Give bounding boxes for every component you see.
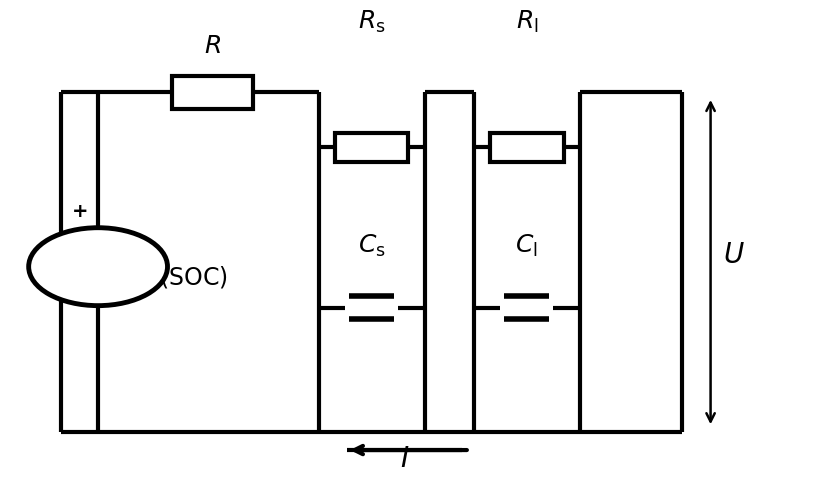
Text: $U_0$(SOC): $U_0$(SOC) [130,265,228,292]
Text: $R_{\mathrm{s}}$: $R_{\mathrm{s}}$ [358,9,385,35]
Bar [335,133,408,162]
Text: $C_{\mathrm{s}}$: $C_{\mathrm{s}}$ [358,233,385,259]
Circle shape [29,228,167,306]
Text: $R$: $R$ [204,34,221,58]
Text: $I$: $I$ [399,445,409,473]
Text: +: + [72,202,88,221]
Bar [172,77,253,108]
Bar [490,133,563,162]
Text: $U$: $U$ [723,241,745,269]
Text: $C_{\mathrm{l}}$: $C_{\mathrm{l}}$ [516,233,538,259]
Text: $R_{\mathrm{l}}$: $R_{\mathrm{l}}$ [516,9,538,35]
